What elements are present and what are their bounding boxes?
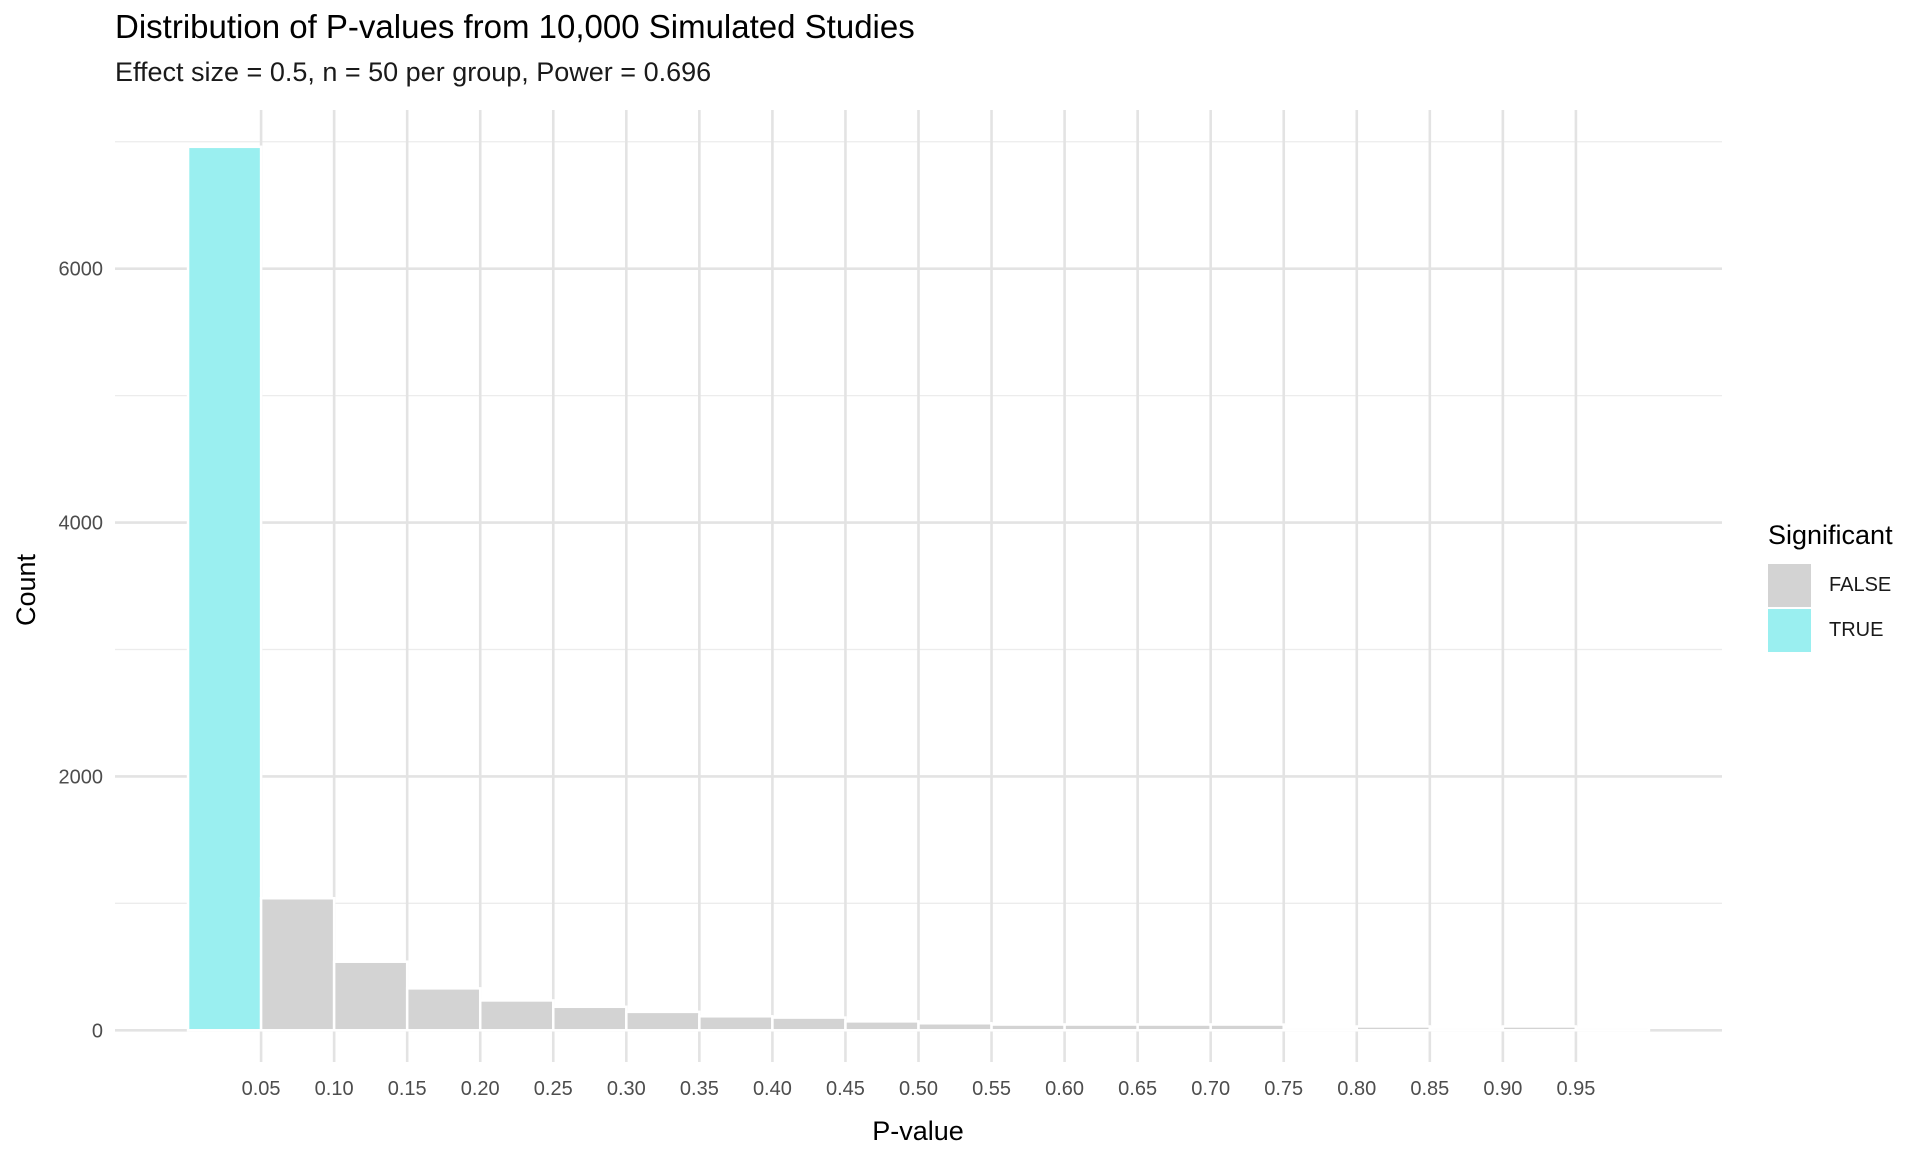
grid-lines: [115, 110, 1722, 1062]
legend-item-true: TRUE: [1768, 608, 1893, 653]
histogram-bar: [917, 1022, 993, 1032]
histogram-bar: [1209, 1023, 1285, 1032]
x-tick-label: 0.65: [1118, 1078, 1157, 1100]
legend: Significant FALSE TRUE: [1768, 520, 1893, 653]
histogram-bar: [1063, 1023, 1139, 1032]
histogram-bar: [186, 145, 263, 1032]
legend-key-true: [1768, 609, 1811, 652]
x-tick-label: 0.75: [1264, 1078, 1303, 1100]
y-axis-title: Count: [11, 553, 41, 626]
x-axis-ticks: 0.05 0.10 0.15 0.20 0.25 0.30 0.35 0.40 0.45 0.50…: [242, 1078, 1596, 1100]
histogram-bar: [1428, 1026, 1505, 1032]
legend-title: Significant: [1768, 520, 1893, 550]
x-tick-label: 0.95: [1556, 1078, 1595, 1100]
histogram-bar: [1136, 1023, 1212, 1032]
legend-key-false: [1768, 564, 1811, 607]
y-tick-label: 2000: [59, 766, 104, 788]
x-tick-label: 0.85: [1410, 1078, 1449, 1100]
histogram-bar: [698, 1015, 774, 1032]
legend-item-false: FALSE: [1768, 563, 1893, 608]
y-tick-label: 4000: [59, 513, 104, 535]
histogram-bar: [1355, 1025, 1432, 1032]
x-tick-label: 0.90: [1483, 1078, 1522, 1100]
x-tick-label: 0.35: [680, 1078, 719, 1100]
x-tick-label: 0.60: [1045, 1078, 1084, 1100]
x-tick-label: 0.70: [1191, 1078, 1230, 1100]
histogram-bar: [844, 1020, 920, 1032]
histogram-bar: [990, 1023, 1066, 1032]
legend-label-false: FALSE: [1829, 574, 1892, 596]
x-tick-label: 0.05: [242, 1078, 281, 1100]
histogram-bar: [625, 1010, 701, 1032]
y-tick-label: 6000: [59, 259, 104, 281]
x-tick-label: 0.55: [972, 1078, 1011, 1100]
x-tick-label: 0.80: [1337, 1078, 1376, 1100]
histogram-bar: [1501, 1025, 1578, 1032]
histogram-bar: [1574, 1026, 1651, 1032]
legend-label-true: TRUE: [1829, 619, 1884, 641]
histogram-bar: [1282, 1026, 1359, 1032]
histogram-bar: [478, 999, 555, 1032]
x-tick-label: 0.10: [315, 1078, 354, 1100]
histogram-bar: [332, 960, 409, 1032]
chart-subtitle: Effect size = 0.5, n = 50 per group, Pow…: [115, 57, 712, 87]
x-tick-label: 0.20: [461, 1078, 500, 1100]
x-tick-label: 0.30: [607, 1078, 646, 1100]
x-axis-title: P-value: [872, 1116, 964, 1146]
x-tick-label: 0.50: [899, 1078, 938, 1100]
chart-title: Distribution of P-values from 10,000 Sim…: [115, 8, 915, 45]
x-tick-label: 0.45: [826, 1078, 865, 1100]
x-tick-label: 0.15: [388, 1078, 427, 1100]
histogram-bar: [771, 1016, 847, 1032]
x-tick-label: 0.25: [534, 1078, 573, 1100]
x-tick-label: 0.40: [753, 1078, 792, 1100]
y-axis-ticks: 0 2000 4000 6000: [59, 259, 104, 1043]
histogram-bar: [405, 987, 482, 1032]
histogram-bars: [186, 145, 1651, 1032]
histogram-bar: [552, 1005, 628, 1032]
y-tick-label: 0: [92, 1020, 103, 1042]
histogram-bar: [259, 897, 336, 1032]
